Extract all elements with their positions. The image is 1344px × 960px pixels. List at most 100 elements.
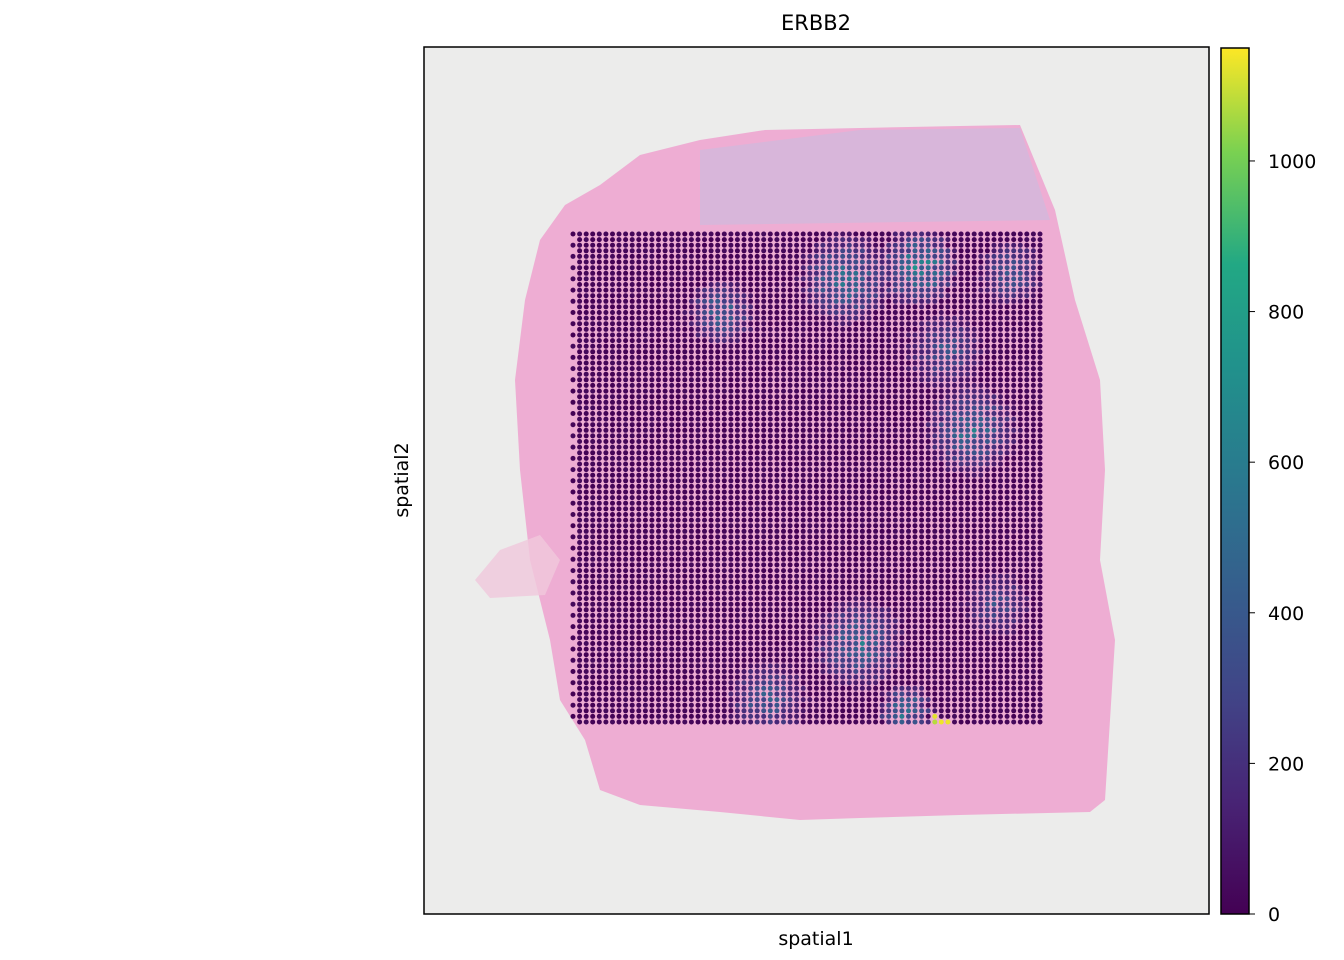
spot — [623, 321, 629, 327]
spot — [846, 237, 852, 243]
spot — [688, 568, 694, 574]
spot — [577, 366, 583, 372]
spot — [662, 483, 668, 489]
spot — [991, 394, 997, 400]
spot — [873, 472, 879, 478]
spot — [840, 596, 846, 602]
spot — [840, 455, 846, 461]
spot — [748, 293, 754, 299]
spot — [656, 523, 661, 529]
spot — [965, 276, 971, 282]
spot — [1024, 472, 1030, 478]
spot — [754, 483, 760, 489]
spot — [656, 360, 661, 366]
spot — [800, 573, 806, 579]
spot — [603, 461, 609, 467]
spot — [1024, 315, 1030, 321]
spot — [932, 467, 938, 473]
spot — [892, 461, 898, 467]
spot — [925, 293, 931, 299]
spot — [636, 298, 642, 304]
spot — [590, 293, 596, 299]
spot — [715, 534, 721, 540]
spot — [820, 298, 826, 304]
tissue-upper-pale-region — [700, 128, 1050, 225]
spot — [827, 399, 832, 405]
spot — [787, 427, 793, 433]
spot — [899, 596, 905, 602]
spot — [1037, 416, 1043, 422]
spot — [656, 293, 661, 299]
spot — [919, 332, 925, 338]
spot — [1011, 349, 1017, 355]
spot — [866, 439, 872, 444]
spot — [840, 338, 846, 344]
spot — [748, 399, 754, 405]
spot — [1030, 467, 1036, 473]
spot — [1037, 556, 1043, 562]
spot — [886, 338, 892, 344]
spot — [603, 618, 609, 624]
spot — [886, 551, 892, 557]
spot — [1011, 601, 1017, 607]
spot — [892, 349, 898, 355]
spot — [781, 265, 786, 271]
spot — [754, 399, 760, 405]
spot — [767, 405, 773, 411]
spot — [787, 282, 793, 287]
spot — [767, 310, 773, 315]
spot — [925, 551, 931, 557]
spot — [998, 562, 1003, 568]
spot — [971, 366, 977, 372]
spot — [958, 422, 964, 428]
spot — [675, 489, 681, 495]
spot — [636, 321, 642, 327]
spot — [886, 590, 892, 596]
spot — [958, 427, 964, 433]
spot — [583, 450, 589, 456]
spot — [610, 545, 615, 551]
spot — [774, 506, 780, 512]
spot — [938, 354, 944, 360]
spot — [971, 612, 977, 618]
spot — [958, 388, 964, 394]
spot — [1004, 338, 1010, 344]
spot — [978, 377, 984, 383]
spot — [998, 354, 1003, 360]
spot — [919, 618, 925, 624]
spot — [800, 270, 806, 276]
spot — [840, 276, 846, 282]
spot — [741, 422, 747, 428]
spot — [952, 321, 957, 327]
spot — [853, 282, 859, 287]
spot — [590, 354, 596, 360]
spot — [590, 315, 596, 321]
spot — [688, 455, 694, 461]
spot — [991, 590, 997, 596]
spot — [583, 276, 589, 282]
spot — [879, 450, 885, 456]
spot — [616, 304, 622, 310]
spot — [642, 534, 648, 540]
spot — [754, 551, 760, 557]
spot — [610, 439, 615, 444]
spot — [866, 607, 872, 613]
spot — [932, 366, 938, 372]
spot — [945, 556, 951, 562]
spot — [827, 253, 832, 259]
spot — [879, 596, 885, 602]
spot — [708, 411, 714, 416]
spot — [991, 439, 997, 444]
spot — [998, 450, 1003, 456]
spot — [879, 242, 885, 248]
spot — [675, 545, 681, 551]
spot — [721, 472, 727, 478]
spot — [958, 310, 964, 315]
spot — [807, 489, 813, 495]
spot — [629, 354, 635, 360]
spot — [978, 287, 984, 293]
spot — [998, 467, 1003, 473]
spot — [866, 467, 872, 473]
spot — [636, 265, 642, 271]
spot — [590, 237, 596, 243]
